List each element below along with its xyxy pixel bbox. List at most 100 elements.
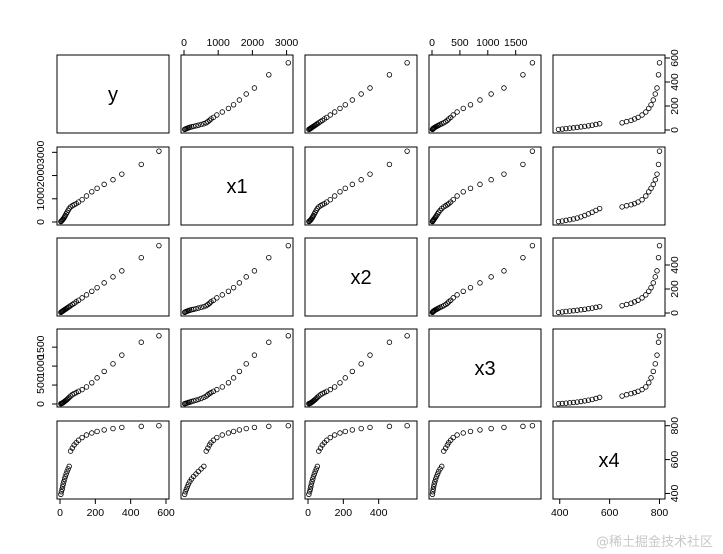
panel-frame	[304, 328, 418, 408]
panel-frame	[56, 146, 170, 226]
data-point	[581, 398, 588, 404]
panel-x4-vs-x2	[304, 420, 418, 500]
axis-right-x4: 400 600 800	[664, 417, 681, 502]
panel-frame	[428, 237, 542, 317]
panel-frame	[552, 328, 666, 408]
data-point	[555, 218, 562, 225]
data-point	[467, 428, 474, 435]
panel-frame	[304, 237, 418, 317]
data-point	[654, 171, 660, 177]
panel-y-vs-y: y	[56, 54, 170, 134]
data-point	[230, 102, 237, 108]
data-point	[460, 288, 466, 294]
data-point	[559, 218, 565, 224]
panel-x1-vs-y	[56, 146, 170, 226]
panel-x2-vs-x4	[552, 237, 666, 317]
data-point	[266, 72, 272, 78]
data-point	[520, 72, 526, 78]
data-point	[593, 304, 599, 311]
data-point	[311, 471, 318, 477]
data-point	[61, 476, 68, 482]
data-point	[555, 309, 562, 316]
data-point	[195, 305, 202, 311]
panel-frame	[428, 420, 542, 500]
data-point	[58, 489, 65, 495]
data-point	[243, 274, 249, 280]
data-point	[555, 126, 562, 133]
data-point	[243, 91, 249, 97]
tick-label: 800	[651, 507, 669, 519]
panel-x2-vs-y	[56, 237, 170, 317]
data-point	[635, 199, 641, 205]
tick-label: 400	[122, 507, 140, 519]
data-point	[89, 288, 95, 294]
data-point	[243, 361, 249, 367]
tick-label: 0	[669, 127, 681, 133]
data-point	[266, 254, 272, 261]
data-point	[358, 361, 364, 367]
data-point	[656, 333, 663, 339]
tick-label: 0	[429, 37, 435, 49]
data-point	[574, 307, 580, 313]
tick-label: 600	[669, 49, 681, 67]
data-point	[205, 445, 211, 451]
data-point	[639, 196, 645, 203]
data-point	[386, 339, 393, 345]
data-point	[593, 121, 599, 128]
data-point	[182, 489, 189, 495]
panel-y-vs-x3	[428, 54, 542, 134]
data-point	[367, 424, 373, 431]
data-point	[488, 177, 494, 183]
tick-label: 400	[669, 256, 681, 274]
data-point	[314, 463, 321, 470]
data-point	[342, 428, 348, 435]
data-point	[358, 425, 364, 432]
data-point	[225, 380, 232, 386]
tick-label: 500	[451, 37, 469, 49]
data-point	[444, 201, 451, 208]
data-point	[89, 189, 95, 195]
data-point	[313, 466, 319, 472]
panel-frame	[180, 420, 294, 500]
data-point	[501, 268, 507, 274]
variable-label-x4: x4	[598, 450, 619, 472]
data-point	[138, 339, 144, 345]
data-point	[386, 161, 393, 168]
data-point	[454, 432, 460, 438]
data-point	[101, 368, 107, 375]
tick-label: 200	[335, 507, 353, 519]
tick-label: 0	[305, 507, 311, 519]
data-point	[251, 424, 258, 431]
variable-label-x3: x3	[474, 358, 495, 380]
data-point	[62, 473, 69, 480]
data-point	[236, 97, 243, 103]
axis-right-y: 0 200 400 600	[664, 49, 681, 133]
panel-y-vs-x1	[180, 54, 294, 134]
data-point	[183, 486, 190, 492]
data-point	[225, 288, 232, 294]
data-point	[61, 478, 67, 485]
panel-frame	[304, 146, 418, 226]
data-point	[623, 301, 630, 308]
data-point	[310, 473, 317, 480]
tick-label: 400	[370, 507, 388, 519]
data-point	[358, 177, 364, 183]
data-point	[64, 468, 70, 475]
tick-label: 600	[157, 507, 175, 519]
panel-x3-vs-x4	[552, 328, 666, 408]
data-point	[60, 481, 66, 487]
data-point	[655, 72, 662, 78]
data-point	[628, 201, 634, 208]
data-point	[367, 352, 373, 358]
panel-frame	[56, 328, 170, 408]
data-point	[578, 307, 584, 313]
data-point	[501, 85, 507, 91]
data-point	[337, 380, 343, 386]
data-point	[460, 430, 466, 436]
tick-label: 0	[669, 310, 681, 316]
variable-label-x2: x2	[350, 267, 371, 289]
tick-label: 200	[87, 507, 105, 519]
data-point	[327, 112, 333, 118]
